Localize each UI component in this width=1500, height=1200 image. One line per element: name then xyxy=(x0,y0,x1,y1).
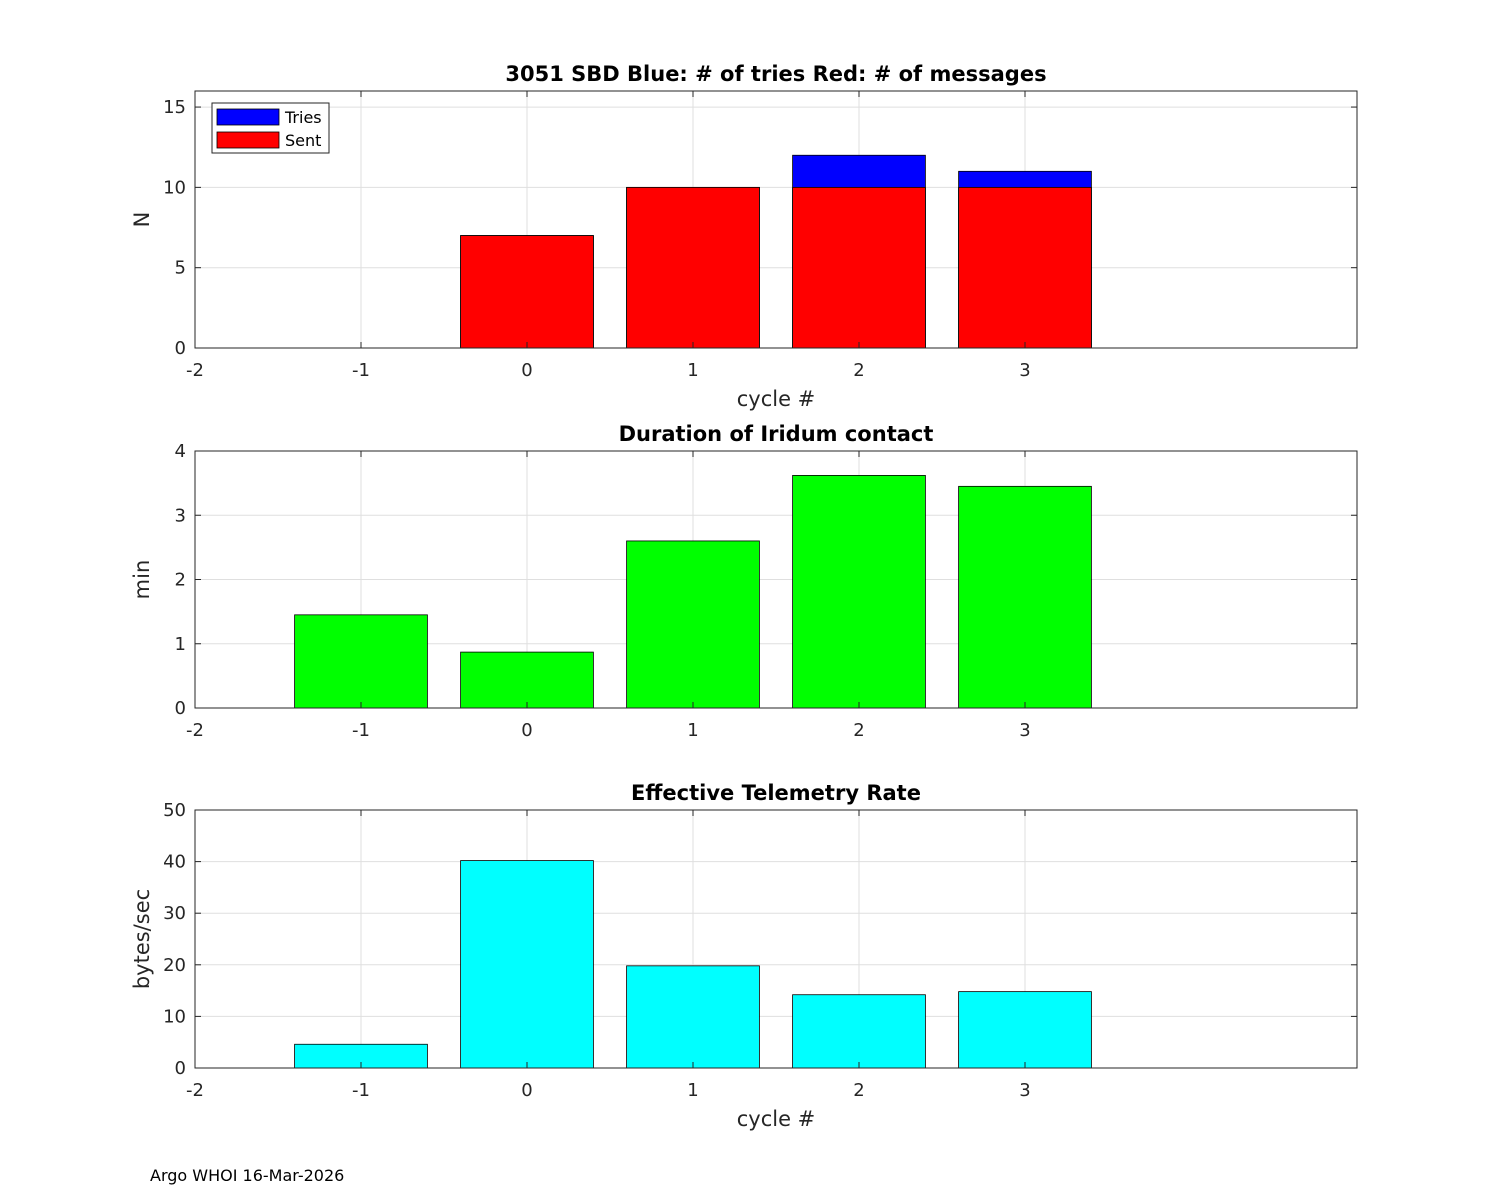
axes-box xyxy=(194,90,1358,349)
bar-duration-cycle-0 xyxy=(460,651,594,709)
y-tick-label: 5 xyxy=(175,258,186,279)
y-tick-label: 2 xyxy=(175,570,186,591)
x-tick-label: -1 xyxy=(352,1080,370,1101)
footer-credit: Argo WHOI 16-Mar-2026 xyxy=(150,1166,345,1185)
y-tick-label: 50 xyxy=(163,800,186,821)
y-tick-label: 0 xyxy=(175,338,186,359)
x-axis-label: cycle # xyxy=(737,387,816,411)
y-tick-label: 0 xyxy=(175,1058,186,1079)
legend-label-tries: Tries xyxy=(284,108,322,127)
x-tick-label: 1 xyxy=(687,1080,698,1101)
bar-sent-cycle-3 xyxy=(958,186,1092,349)
x-tick-label: -2 xyxy=(186,360,204,381)
bar-sent-cycle-1 xyxy=(626,186,760,349)
y-tick-label: 30 xyxy=(163,903,186,924)
x-tick-label: 0 xyxy=(521,360,532,381)
bar-duration-cycle-3 xyxy=(958,485,1092,709)
y-tick-label: 1 xyxy=(175,634,186,655)
x-tick-label: 0 xyxy=(521,720,532,741)
y-tick-label: 0 xyxy=(175,698,186,719)
legend-swatch-tries xyxy=(216,108,280,126)
bar-rate-cycle-2 xyxy=(792,994,926,1069)
y-tick-label: 15 xyxy=(163,97,186,118)
bar-rate-cycle-1 xyxy=(626,965,760,1069)
bar-duration-cycle-2 xyxy=(792,475,926,709)
y-tick-label: 20 xyxy=(163,955,186,976)
x-tick-label: -2 xyxy=(186,1080,204,1101)
chart-title: Effective Telemetry Rate xyxy=(631,781,921,805)
x-tick-label: -2 xyxy=(186,720,204,741)
chart-title: Duration of Iridum contact xyxy=(619,422,934,446)
bar-duration-cycle--1 xyxy=(294,614,428,709)
axes-box xyxy=(194,809,1358,1069)
x-tick-label: 1 xyxy=(687,720,698,741)
bar-rate-cycle-0 xyxy=(460,860,594,1069)
bar-sent-cycle-2 xyxy=(792,186,926,349)
bar-duration-cycle-1 xyxy=(626,540,760,709)
x-tick-label: 2 xyxy=(853,720,864,741)
y-axis-label: min xyxy=(130,560,154,600)
bar-rate-cycle-3 xyxy=(958,991,1092,1069)
x-tick-label: -1 xyxy=(352,720,370,741)
bar-sent-cycle-0 xyxy=(460,235,594,349)
legend-label-sent: Sent xyxy=(285,131,321,150)
chart-title: 3051 SBD Blue: # of tries Red: # of mess… xyxy=(505,62,1046,86)
y-axis-label: bytes/sec xyxy=(130,889,154,989)
y-tick-label: 10 xyxy=(163,1006,186,1027)
x-tick-label: 3 xyxy=(1019,720,1030,741)
y-tick-label: 4 xyxy=(175,441,186,462)
y-tick-label: 40 xyxy=(163,852,186,873)
legend-swatch-sent xyxy=(216,131,280,149)
x-tick-label: -1 xyxy=(352,360,370,381)
y-axis-label: N xyxy=(130,212,154,228)
y-tick-label: 10 xyxy=(163,177,186,198)
x-tick-label: 3 xyxy=(1019,360,1030,381)
x-tick-label: 2 xyxy=(853,360,864,381)
x-axis-label: cycle # xyxy=(737,1107,816,1131)
y-tick-label: 3 xyxy=(175,505,186,526)
x-tick-label: 2 xyxy=(853,1080,864,1101)
x-tick-label: 3 xyxy=(1019,1080,1030,1101)
x-tick-label: 0 xyxy=(521,1080,532,1101)
x-tick-label: 1 xyxy=(687,360,698,381)
